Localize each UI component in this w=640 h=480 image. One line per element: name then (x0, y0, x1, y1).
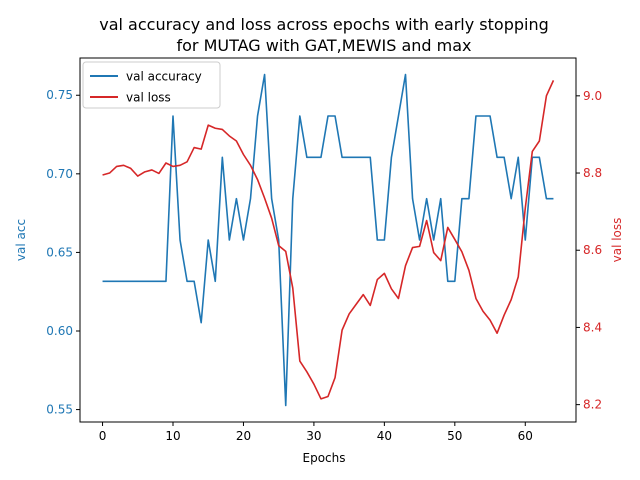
ticks-layer: 0 10 20 30 40 50 60 0.55 0.60 0.65 0.70 0.75 8.2 8.4 8… (46, 88, 602, 443)
y-right-tick-label: 8.6 (583, 243, 602, 257)
x-tick-label: 30 (306, 429, 321, 443)
plot-area-frame (79, 57, 577, 423)
legend-label-val-accuracy: val accuracy (126, 70, 202, 84)
x-tick-label: 60 (518, 429, 533, 443)
legend-label-val-loss: val loss (126, 91, 171, 105)
y-axis-right-label: val loss (610, 218, 624, 263)
y-axis-left-label: val acc (14, 219, 28, 261)
y-right-tick-label: 9.0 (583, 89, 602, 103)
chart-title-line-1: val accuracy and loss across epochs with… (99, 15, 549, 34)
legend: val accuracy val loss (82, 61, 221, 109)
y-left-tick-label: 0.75 (46, 88, 73, 102)
y-left-tick-label: 0.65 (46, 245, 73, 259)
y-left-tick-label: 0.70 (46, 167, 73, 181)
x-tick-label: 0 (99, 429, 107, 443)
y-right-tick-label: 8.2 (583, 398, 602, 412)
x-tick-label: 10 (165, 429, 180, 443)
y-left-tick-label: 0.60 (46, 324, 73, 338)
x-tick-label: 20 (236, 429, 251, 443)
x-tick-label: 40 (377, 429, 392, 443)
x-tick-label: 50 (447, 429, 462, 443)
y-left-tick-label: 0.55 (46, 403, 73, 417)
series-line-val-accuracy (102, 73, 554, 407)
series-line-val-loss (102, 80, 555, 400)
chart-title: val accuracy and loss across epochs with… (99, 15, 549, 55)
y-right-tick-label: 8.4 (583, 320, 602, 334)
y-right-tick-label: 8.8 (583, 166, 602, 180)
x-axis-label: Epochs (303, 451, 346, 465)
series-layer (102, 73, 555, 407)
chart-title-line-2: for MUTAG with GAT,MEWIS and max (176, 36, 471, 55)
